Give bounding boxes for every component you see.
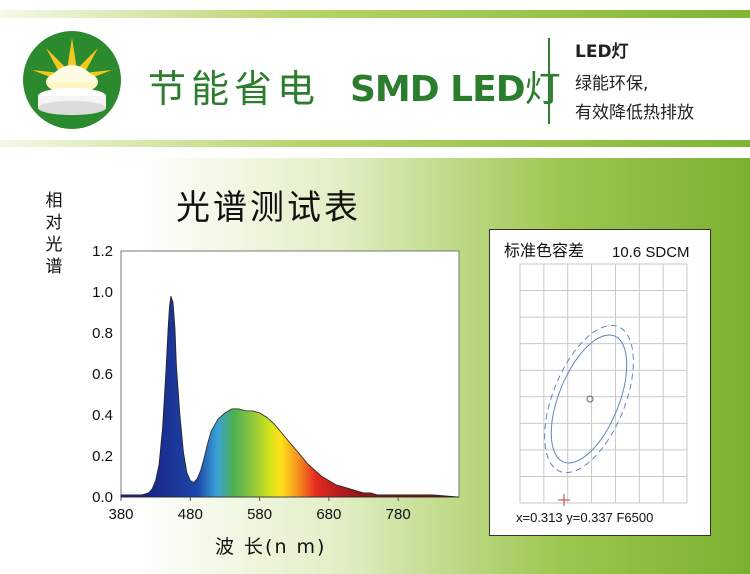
y-tick-label: 1.2: [92, 243, 113, 260]
y-tick-label: 0.8: [92, 325, 113, 342]
sdcm-inner-ellipse: [550, 334, 628, 464]
y-tick-label: 0.2: [92, 448, 113, 465]
x-tick-label: 580: [247, 506, 272, 523]
sdcm-center-point: [586, 395, 594, 403]
x-tick-label: 680: [316, 506, 341, 523]
mid-accent-bar: [0, 140, 750, 147]
sdcm-outer-ellipse: [544, 324, 634, 474]
sun-led-logo-icon: [23, 31, 121, 129]
x-axis-label: 波 长(n m): [215, 536, 327, 558]
header-divider: [548, 38, 550, 124]
header-title-led-text: SMD LED: [350, 69, 526, 110]
sdcm-grid: [519, 263, 688, 504]
y-tick-label: 0.6: [92, 366, 113, 383]
header-title-led: SMD LED灯: [350, 60, 561, 112]
top-accent-bar: [0, 10, 750, 18]
x-tick-label: 380: [108, 506, 133, 523]
header-side-line-1: LED灯: [575, 42, 629, 62]
header-side-line-2: 绿能环保,: [575, 74, 649, 94]
y-axis-label: 相对光谱: [45, 191, 63, 277]
x-tick-label: 480: [178, 506, 203, 523]
spectrum-title: 光谱测试表: [176, 188, 361, 228]
header-title: 节能省电: [148, 67, 321, 111]
sdcm-panel: [489, 229, 711, 536]
sdcm-coordinates: x=0.313 y=0.337 F6500: [516, 510, 654, 525]
y-tick-label: 0.0: [92, 489, 113, 506]
y-tick-label: 1.0: [92, 284, 113, 301]
axis-ticks: 380 480 580 680 780 0.0 0.2 0.4 0.6 0.8 1.0 1.2: [92, 243, 411, 523]
plot-content: [120, 295, 460, 498]
sdcm-target-mark: [558, 494, 570, 506]
spectrum-area: [120, 295, 460, 498]
header-title-led-suffix: 灯: [524, 69, 561, 110]
x-tick-label: 780: [386, 506, 411, 523]
header-side-line-3: 有效降低热排放: [575, 103, 694, 123]
y-tick-label: 0.4: [92, 407, 113, 424]
sdcm-title: 标准色容差: [504, 241, 585, 260]
sdcm-value: 10.6 SDCM: [612, 244, 690, 261]
